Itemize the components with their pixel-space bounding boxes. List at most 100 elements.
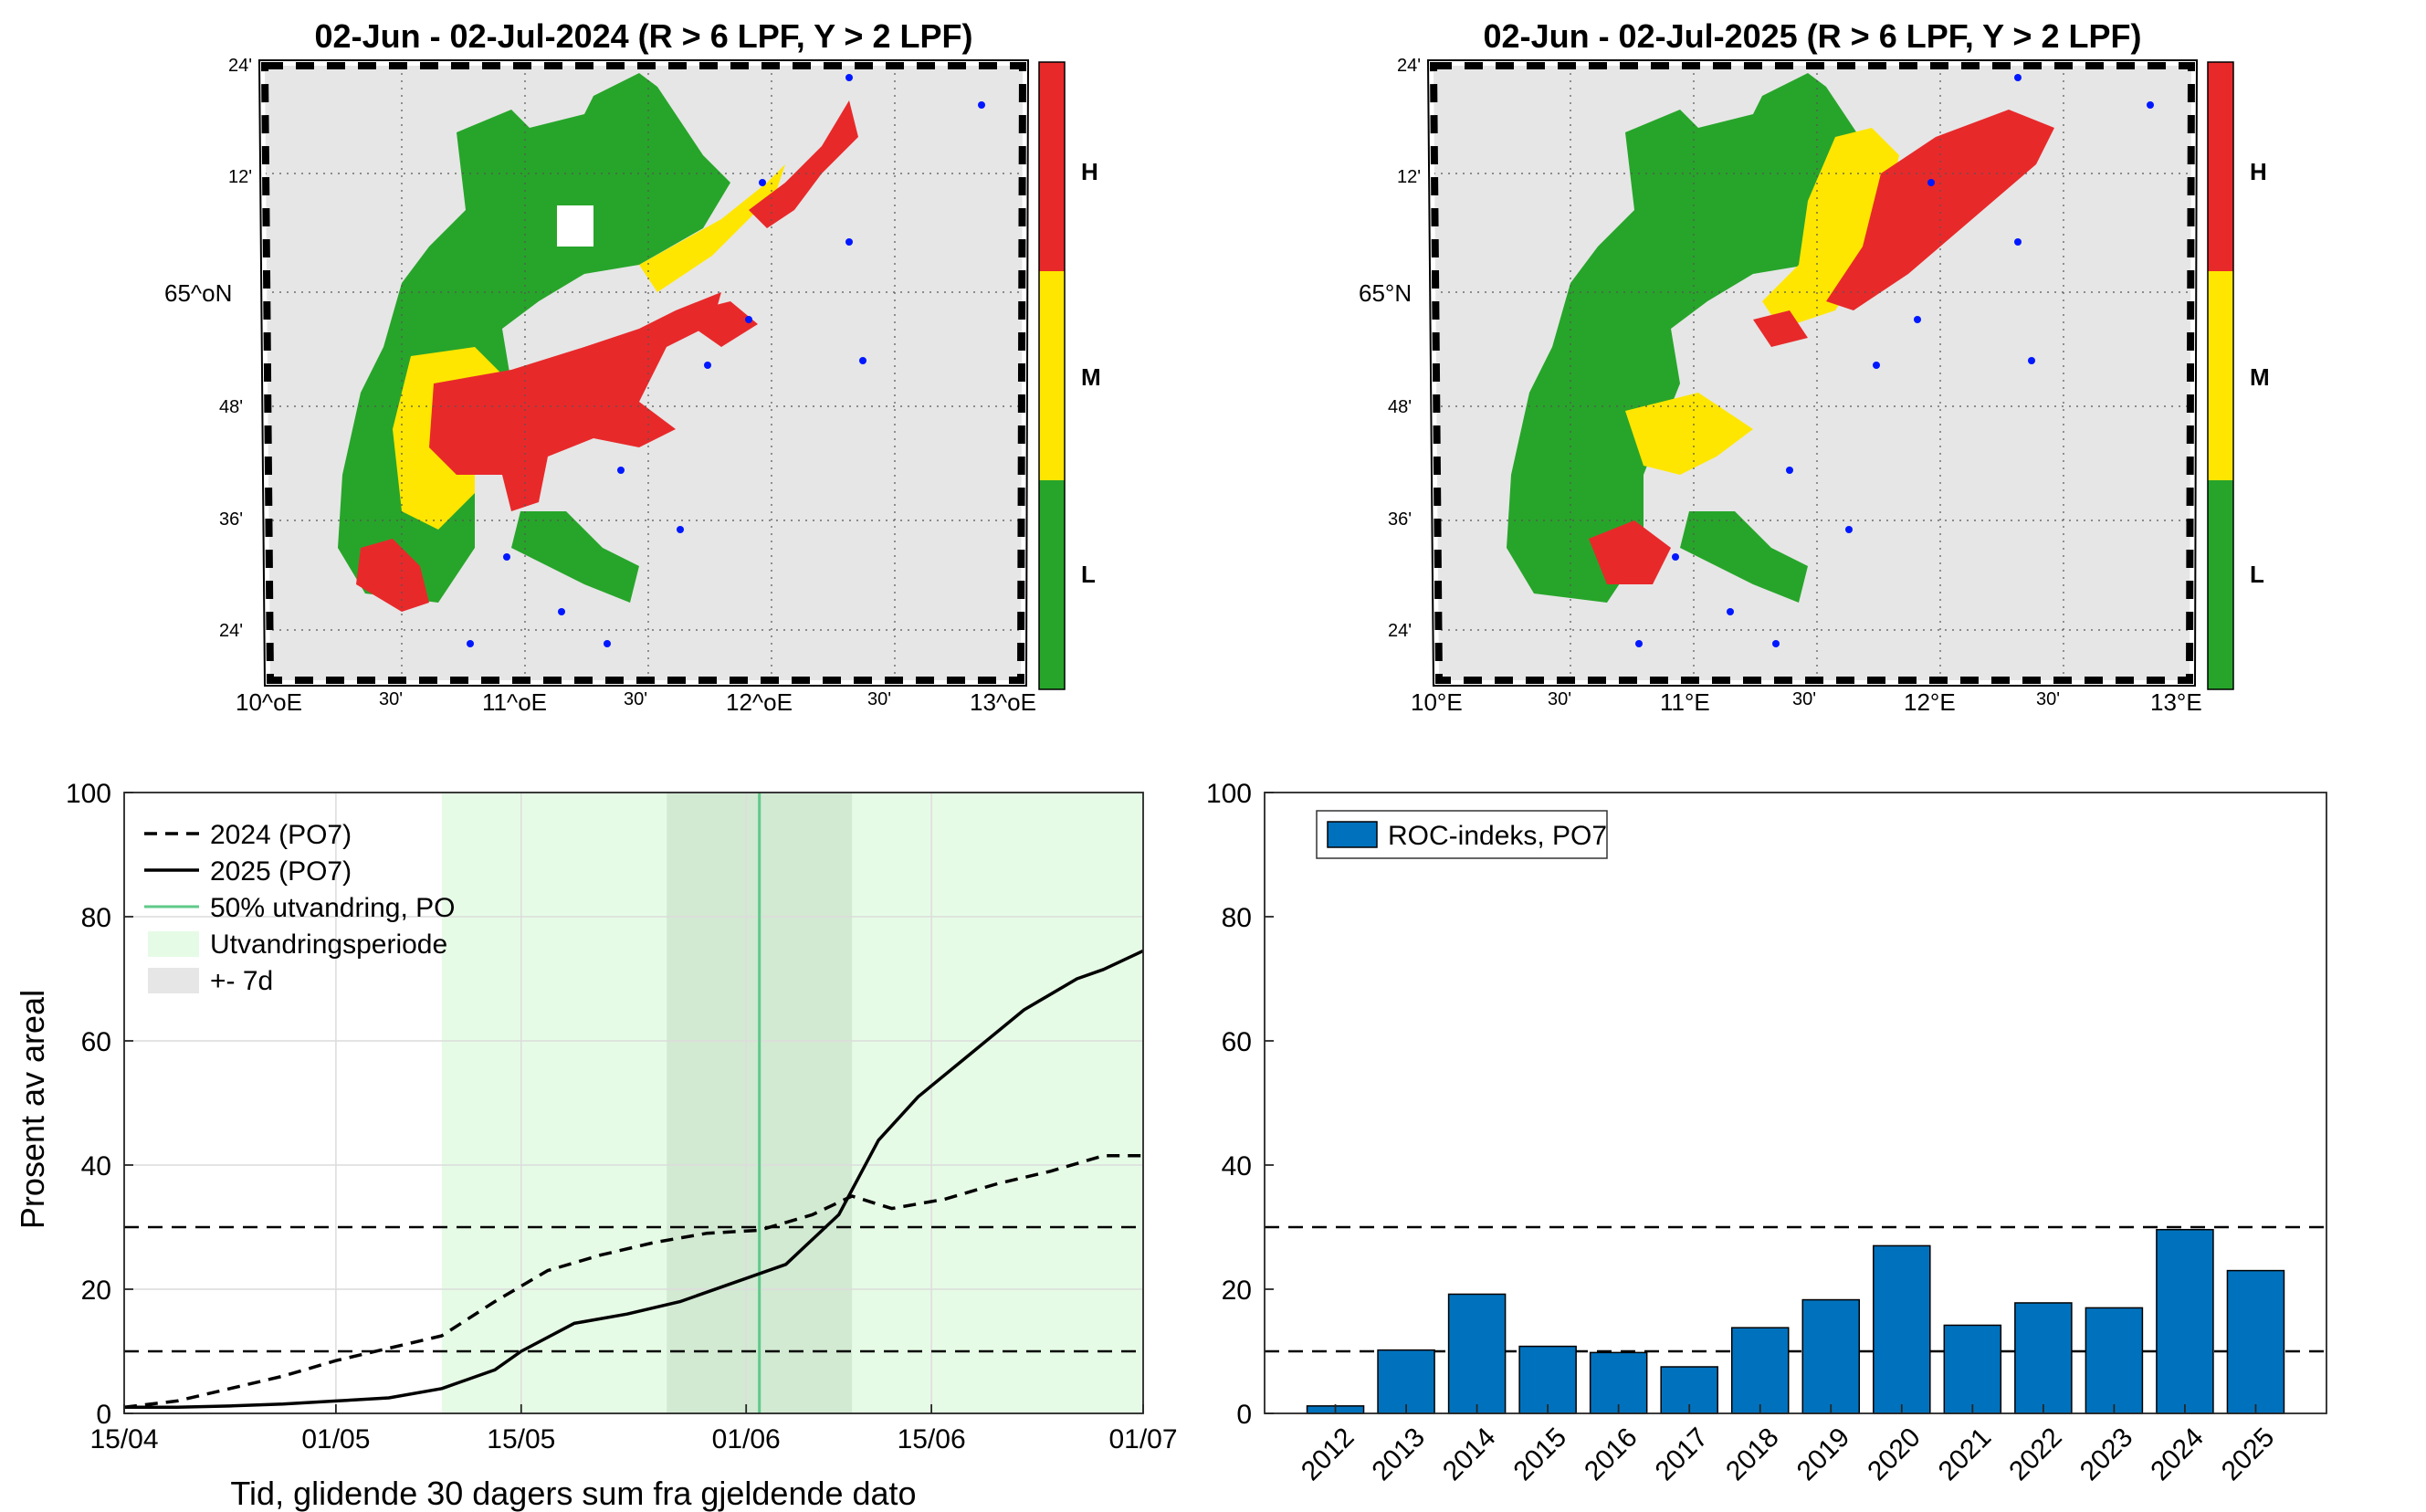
high-risk-region-2	[1589, 520, 1671, 584]
graticule	[1434, 66, 2191, 680]
colorbar-label-high: H	[1081, 158, 1098, 185]
medium-risk-region-2	[639, 164, 785, 292]
high-risk-region-3	[1753, 310, 1808, 347]
map-area-2025	[1434, 66, 2191, 680]
x-tick-label: 2019	[1791, 1423, 1856, 1487]
white-patch	[557, 205, 593, 247]
colorbar-medium	[1039, 271, 1065, 480]
map-frame	[260, 62, 1027, 684]
plot-area	[1265, 793, 2326, 1413]
map-frame-outline	[1426, 59, 2199, 687]
line-chart: 0 20 40 60 80 100 15/04 01/05 15/05 01/06 15/06 01/…	[14, 779, 1178, 1512]
lat-label: 65°N	[1359, 279, 1412, 307]
colorbar-label-low: L	[2250, 561, 2264, 588]
colorbar-2025: H M L	[2207, 61, 2270, 690]
colorbar-low	[2208, 480, 2233, 689]
bar-chart-grid	[1265, 793, 2326, 1413]
x-tick-label: 2025	[2216, 1423, 2281, 1487]
x-tick-label: 2013	[1366, 1423, 1431, 1487]
x-tick-label: 2015	[1508, 1423, 1573, 1487]
bar-2024	[2156, 1228, 2214, 1414]
line-chart-series	[123, 793, 1144, 1413]
lat-label: 24'	[219, 621, 243, 641]
legend-label-period: Utvandringsperiode	[210, 929, 447, 960]
colorbar-high	[2208, 62, 2233, 271]
low-risk-region	[1507, 73, 1899, 603]
x-tick-label: 2014	[1437, 1423, 1502, 1487]
lat-label: 65^oN	[164, 279, 232, 307]
lon-label: 30'	[867, 689, 891, 709]
lon-label: 30'	[1792, 689, 1816, 709]
x-tick-label: 2024	[2145, 1423, 2210, 1487]
colorbar-label-medium: M	[2250, 363, 2270, 391]
lat-label: 36'	[1388, 509, 1412, 530]
x-tick-label: 2022	[2003, 1423, 2068, 1487]
x-tick-label: 2020	[1862, 1423, 1927, 1487]
y-tick-label: 60	[81, 1027, 111, 1057]
x-tick-label: 15/05	[487, 1424, 555, 1454]
x-tick-label: 2012	[1296, 1423, 1360, 1487]
series-line-2024	[123, 1154, 1143, 1409]
x-tick-label: 01/06	[712, 1424, 781, 1454]
high-risk-region	[429, 292, 721, 511]
legend-swatch-period	[148, 931, 199, 957]
x-tick-label: 01/07	[1108, 1424, 1177, 1454]
legend-label-2025: 2025 (PO7)	[210, 856, 352, 887]
y-tick-label: 80	[81, 903, 111, 933]
bar-2020	[1873, 1244, 1931, 1414]
x-tick-label: 2016	[1579, 1423, 1644, 1487]
lon-label: 11^oE	[482, 688, 547, 716]
y-tick-label: 40	[81, 1151, 111, 1181]
legend-swatch-roc	[1327, 821, 1378, 848]
bar-2014	[1447, 1293, 1507, 1414]
x-tick-label: 01/05	[301, 1424, 370, 1454]
y-tick-label: 0	[96, 1400, 111, 1430]
lat-label: 12'	[228, 167, 252, 187]
colorbar-low	[1039, 480, 1065, 689]
high-risk-region-3	[749, 100, 858, 228]
lat-label: 24'	[228, 56, 252, 76]
medium-risk-region-2	[1625, 393, 1753, 475]
y-tick-label: 60	[1222, 1027, 1252, 1057]
high-risk-region-4	[676, 301, 758, 347]
legend-label-2024: 2024 (PO7)	[210, 820, 352, 850]
y-tick-label: 100	[1206, 779, 1252, 809]
x-tick-label: 2017	[1650, 1423, 1715, 1487]
colorbar-2024: H M L	[1038, 61, 1101, 690]
y-tick-label: 100	[66, 779, 111, 809]
bar-2013	[1377, 1349, 1435, 1414]
line-chart-legend: 2024 (PO7) 2025 (PO7) 50% utvandring, PO…	[144, 820, 456, 996]
lat-label: 24'	[1388, 621, 1412, 641]
lon-label: 10°E	[1411, 688, 1463, 716]
y-tick-label: 20	[1222, 1276, 1252, 1306]
legend-label-50pct: 50% utvandring, PO	[210, 893, 456, 923]
line-chart-background	[124, 793, 1144, 1413]
lon-label: 12^oE	[726, 688, 793, 716]
stations	[1635, 74, 2154, 647]
plot-frame	[123, 792, 1144, 1414]
y-tick-label: 0	[1236, 1400, 1252, 1430]
bar-chart-legend: ROC-indeks, PO7	[1316, 810, 1608, 859]
lon-label: 30'	[624, 689, 647, 709]
bar-2016	[1589, 1351, 1648, 1414]
lat-label: 48'	[1388, 397, 1412, 417]
y-tick-label: 20	[81, 1276, 111, 1306]
colorbar-label-medium: M	[1081, 363, 1101, 391]
lon-label: 30'	[2036, 689, 2060, 709]
high-risk-region-2	[356, 539, 429, 612]
bar-chart-bars	[1306, 1228, 2285, 1414]
x-tick-label: 2023	[2074, 1423, 2139, 1487]
lon-label: 30'	[379, 689, 403, 709]
x-tick-label: 2021	[1933, 1423, 1998, 1487]
bar-2015	[1518, 1345, 1577, 1414]
graticule	[265, 66, 1023, 680]
map-frame-outline	[257, 59, 1030, 687]
y-tick-label: 40	[1222, 1151, 1252, 1181]
lon-label: 10^oE	[236, 688, 302, 716]
bar-2021	[1943, 1324, 2002, 1414]
line-chart-axes: 0 20 40 60 80 100 15/04 01/05 15/05 01/06 15/06 01/…	[66, 779, 1178, 1454]
y-tick-label: 80	[1222, 903, 1252, 933]
lat-label: 48'	[219, 397, 243, 417]
stations	[467, 74, 985, 647]
